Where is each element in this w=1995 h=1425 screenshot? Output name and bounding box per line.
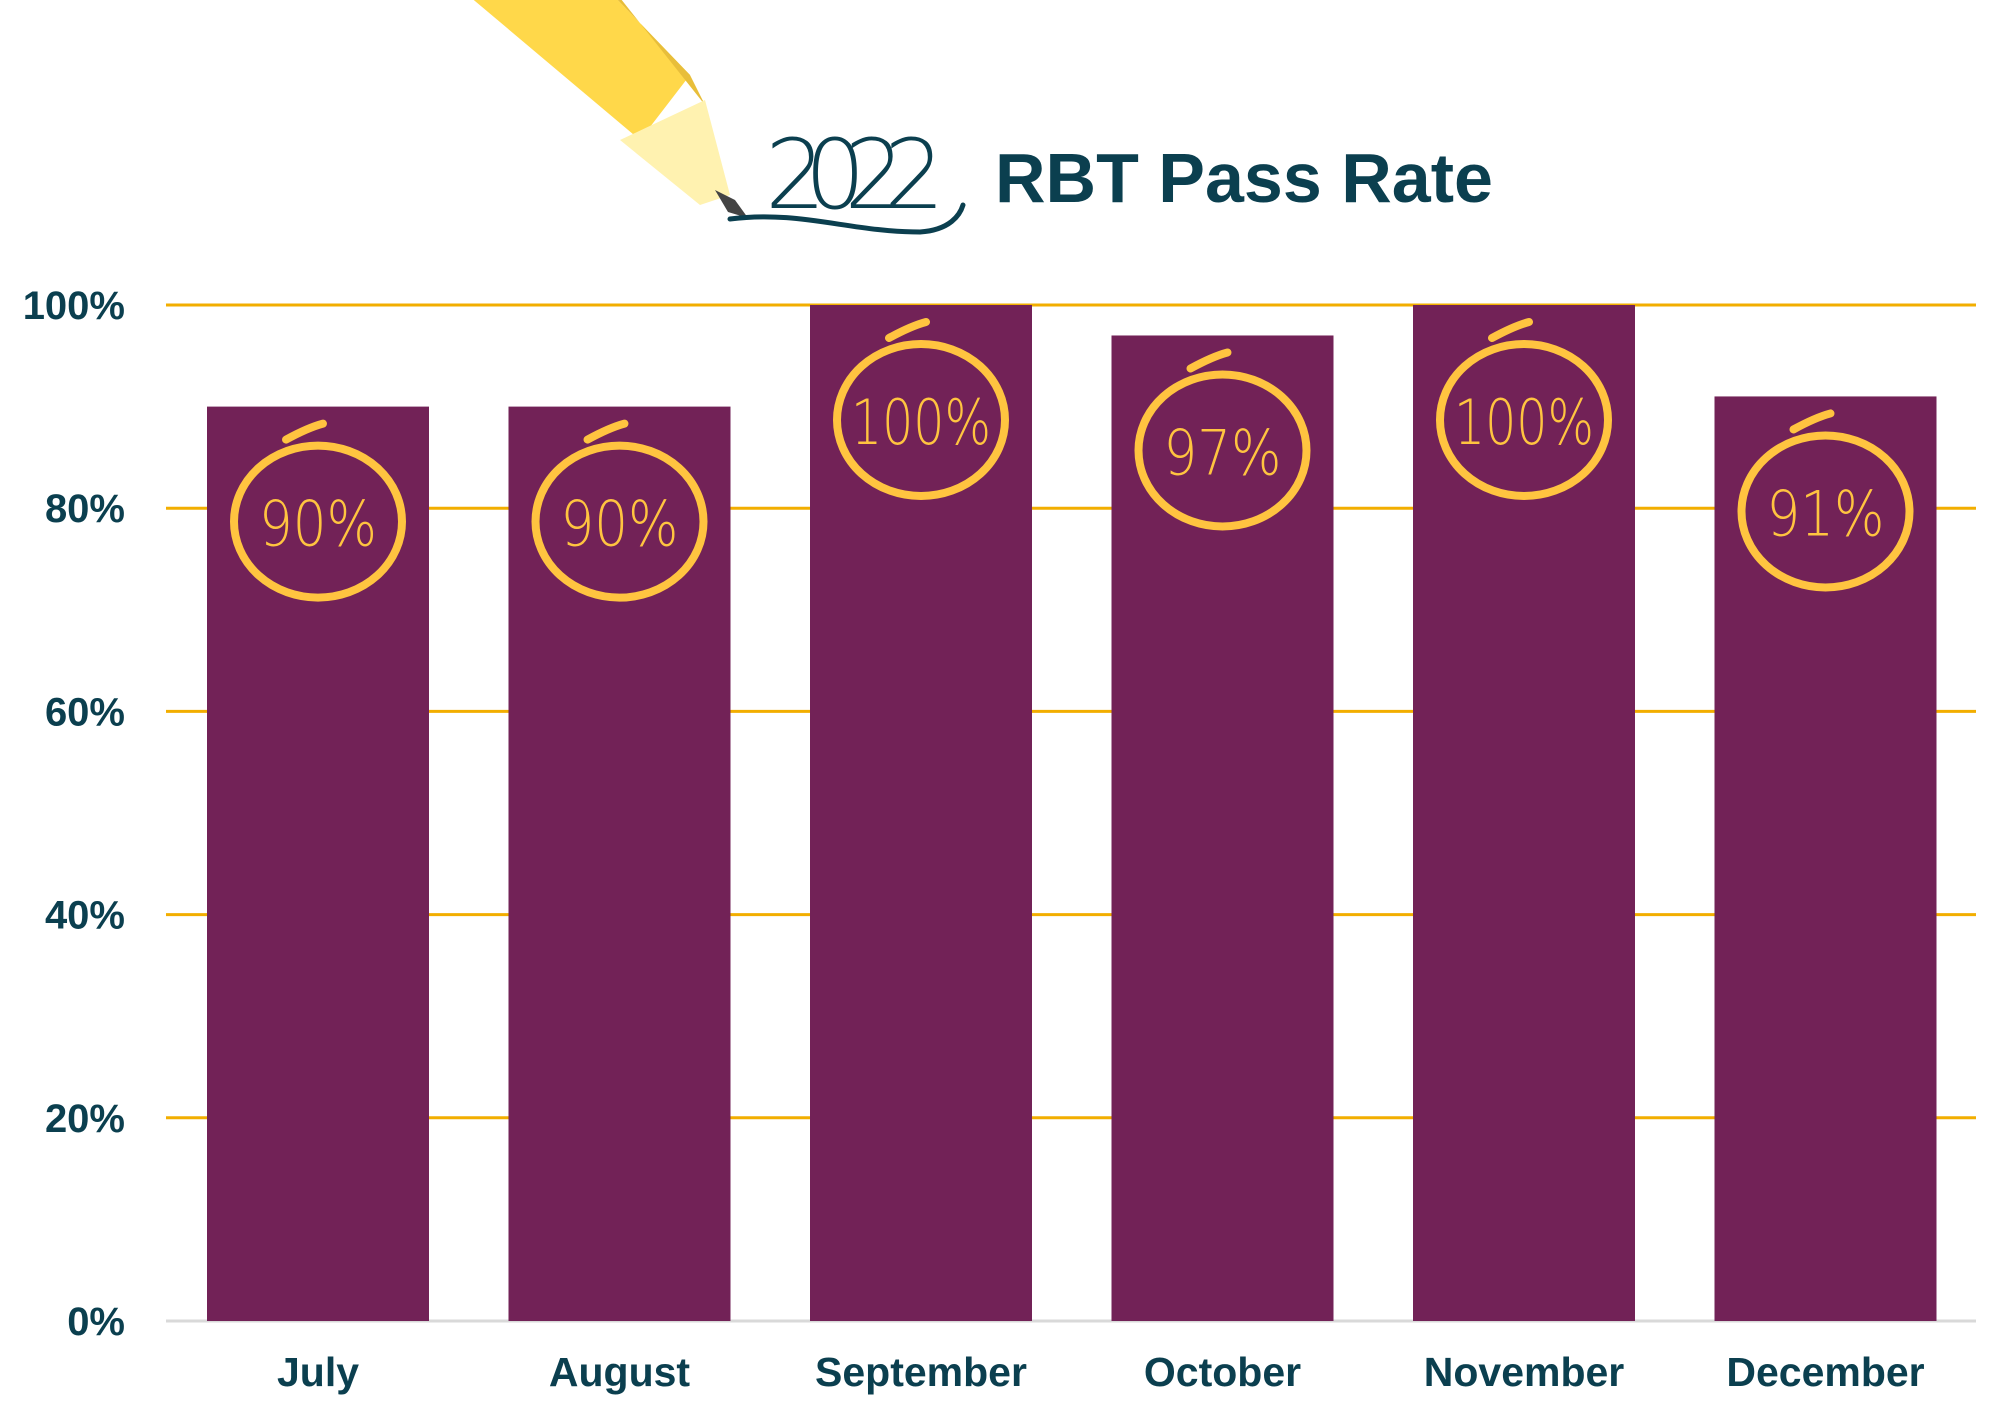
data-label: 91% (1767, 477, 1885, 550)
circle-flourish (583, 419, 629, 444)
x-tick-label: July (277, 1349, 359, 1395)
x-tick-label: August (549, 1349, 691, 1395)
circle-flourish (1186, 348, 1232, 373)
y-tick-label: 20% (45, 1097, 125, 1141)
data-label: 97% (1164, 416, 1282, 489)
data-label-circle (531, 441, 708, 602)
data-label-circle (1436, 340, 1612, 500)
chart-title: RBT Pass Rate (995, 139, 1493, 217)
data-label-circle (1737, 431, 1914, 592)
data-label: 100% (851, 386, 991, 459)
x-tick-label: December (1726, 1349, 1924, 1395)
data-label: 90% (561, 488, 679, 561)
x-tick-label: September (815, 1349, 1027, 1395)
data-label: 100% (1454, 386, 1594, 459)
circle-flourish (1789, 409, 1835, 434)
bar-november (1413, 305, 1635, 1321)
x-tick-label: November (1424, 1349, 1625, 1395)
title-underline (727, 202, 966, 235)
bar-october (1111, 335, 1334, 1322)
data-label-circle (1134, 370, 1311, 531)
circle-flourish (885, 318, 930, 342)
circle-flourish (1488, 318, 1533, 342)
y-tick-label: 80% (45, 487, 125, 531)
y-tick-label: 100% (23, 284, 125, 328)
chart-title-year: 2022 (765, 119, 945, 231)
circle-flourish (282, 419, 327, 444)
bar-september (810, 305, 1032, 1321)
x-tick-label: October (1144, 1349, 1301, 1395)
y-tick-label: 60% (45, 690, 125, 734)
data-label: 90% (259, 488, 377, 561)
data-label-circle (833, 340, 1009, 500)
data-label-circle (230, 441, 406, 602)
pencil-icon (473, 0, 748, 218)
y-tick-label: 40% (45, 894, 125, 938)
y-tick-label: 0% (67, 1300, 125, 1344)
